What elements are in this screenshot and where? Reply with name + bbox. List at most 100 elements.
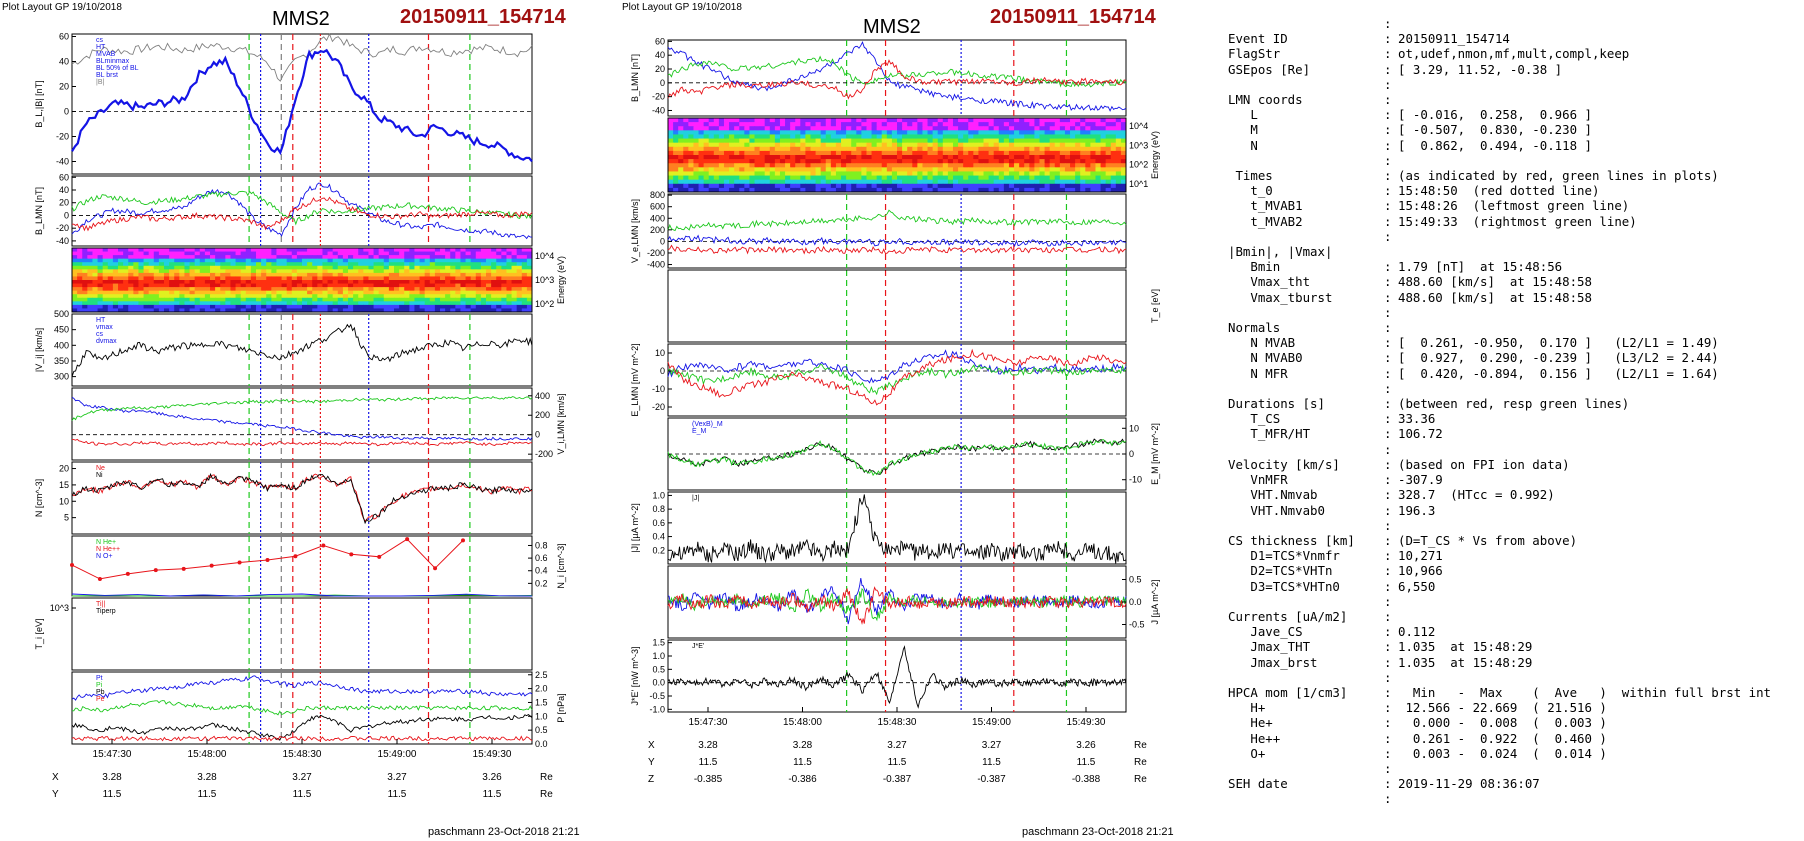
heatmap-cell: [998, 146, 1005, 152]
heatmap-cell: [215, 294, 221, 299]
data-point: [97, 576, 102, 581]
heatmap-cell: [963, 118, 969, 123]
y-axis-label: J [µA m^-2]: [1150, 580, 1160, 625]
heatmap-cell: [790, 130, 796, 135]
position-value: 3.27: [887, 740, 907, 751]
heatmap-cell: [455, 258, 461, 263]
heatmap-cell: [708, 163, 715, 168]
tick-label: 400: [535, 391, 550, 401]
heatmap-cell: [830, 150, 837, 156]
heatmap-cell: [922, 150, 929, 156]
series-line: [71, 396, 533, 421]
heatmap-cell: [291, 287, 298, 292]
time-tick-label: 15:48:00: [783, 717, 822, 728]
heatmap-cell: [1014, 171, 1020, 177]
heatmap-cell: [759, 130, 766, 135]
heatmap-cell: [97, 287, 104, 292]
heatmap-cell: [861, 122, 867, 127]
heatmap-cell: [189, 301, 196, 306]
heatmap-cell: [1049, 179, 1056, 185]
heatmap-cell: [739, 142, 745, 148]
heatmap-cell: [998, 179, 1005, 185]
right-spacecraft: MMS2: [863, 16, 921, 38]
heatmap-cell: [394, 308, 400, 313]
heatmap-cell: [342, 301, 349, 306]
heatmap-cell: [978, 171, 985, 177]
heatmap-cell: [204, 294, 211, 299]
heatmap-cell: [871, 142, 878, 148]
heatmap-cell: [337, 280, 344, 285]
heatmap-cell: [348, 272, 354, 277]
heatmap-cell: [1059, 146, 1066, 152]
heatmap-cell: [373, 258, 380, 263]
heatmap-cell: [266, 287, 272, 292]
heatmap-cell: [148, 262, 155, 267]
heatmap-cell: [795, 130, 801, 135]
heatmap-cell: [713, 159, 720, 164]
heatmap-cell: [394, 262, 400, 267]
heatmap-cell: [179, 255, 185, 260]
heatmap-cell: [703, 163, 710, 168]
heatmap-cell: [1019, 175, 1025, 181]
heatmap-cell: [337, 255, 344, 260]
heatmap-cell: [210, 294, 216, 299]
heatmap-cell: [1003, 134, 1010, 140]
heatmap-cell: [881, 126, 888, 131]
position-axis-label: Z: [648, 774, 654, 785]
heatmap-cell: [276, 262, 283, 267]
heatmap-cell: [785, 118, 791, 123]
heatmap-cell: [1008, 159, 1015, 164]
heatmap-cell: [1075, 179, 1081, 185]
heatmap-cell: [830, 126, 837, 131]
heatmap-cell: [302, 301, 308, 306]
heatmap-cell: [1034, 134, 1040, 140]
heatmap-cell: [455, 280, 461, 285]
heatmap-cell: [983, 118, 990, 123]
position-unit: Re: [1134, 740, 1147, 751]
heatmap-cell: [673, 126, 679, 131]
heatmap-cell: [1064, 171, 1071, 177]
tick-label: 0.5: [1129, 575, 1142, 585]
heatmap-cell: [521, 265, 528, 270]
heatmap-cell: [286, 269, 293, 274]
heatmap-cell: [526, 304, 533, 309]
heatmap-cell: [683, 171, 689, 177]
heatmap-cell: [148, 265, 155, 270]
heatmap-cell: [506, 301, 513, 306]
heatmap-cell: [983, 183, 990, 189]
heatmap-cell: [465, 248, 472, 253]
heatmap-cell: [189, 287, 196, 292]
heatmap-cell: [429, 276, 436, 281]
heatmap-cell: [835, 146, 842, 152]
heatmap-cell: [261, 262, 267, 267]
heatmap-cell: [261, 294, 267, 299]
heatmap-cell: [414, 272, 421, 277]
heatmap-cell: [790, 134, 796, 140]
heatmap-cell: [158, 280, 165, 285]
heatmap-cell: [429, 255, 436, 260]
heatmap-cell: [876, 130, 883, 135]
heatmap-cell: [1059, 150, 1066, 156]
heatmap-cell: [1014, 138, 1020, 144]
heatmap-cell: [450, 304, 456, 309]
summary-colon: :: [1384, 791, 1392, 807]
summary-value: -307.9: [1398, 472, 1443, 488]
summary-colon: :: [1384, 335, 1392, 351]
heatmap-cell: [322, 290, 329, 295]
right-footer: paschmann 23-Oct-2018 21:21: [1022, 826, 1174, 838]
heatmap-cell: [790, 175, 796, 181]
heatmap-cell: [1029, 163, 1035, 168]
heatmap-cell: [276, 287, 283, 292]
heatmap-cell: [749, 130, 756, 135]
summary-colon: :: [1384, 472, 1392, 488]
heatmap-cell: [1054, 179, 1061, 185]
heatmap-cell: [810, 126, 817, 131]
heatmap-cell: [250, 262, 257, 267]
heatmap-cell: [128, 269, 134, 274]
heatmap-cell: [404, 272, 410, 277]
heatmap-cell: [424, 301, 431, 306]
heatmap-cell: [179, 290, 185, 295]
tick-label: -10: [652, 384, 665, 394]
heatmap-cell: [286, 297, 293, 302]
heatmap-cell: [907, 159, 913, 164]
